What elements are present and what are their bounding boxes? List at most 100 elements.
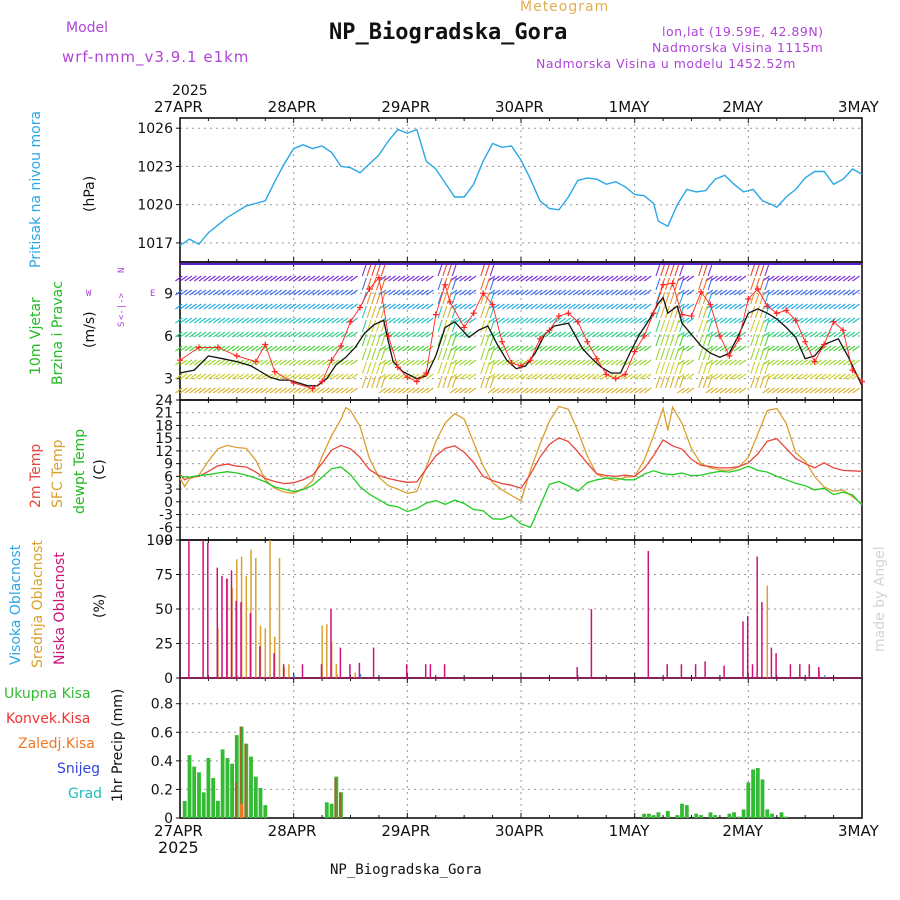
wind-barb xyxy=(501,345,510,352)
wind-barb xyxy=(203,317,212,324)
wind-barb xyxy=(279,387,287,394)
wind-barb xyxy=(814,275,823,282)
wind-barb xyxy=(615,303,624,310)
wind-barb xyxy=(572,387,581,394)
wind-barb xyxy=(624,331,633,338)
wind-barb xyxy=(530,373,538,380)
wind-barb xyxy=(421,289,429,296)
wind-barb xyxy=(250,275,259,282)
wind-barb xyxy=(501,387,510,394)
wind-barb xyxy=(283,359,292,366)
y-tick-label: 9 xyxy=(164,457,173,473)
wind-barb xyxy=(198,275,207,282)
wind-barb xyxy=(610,303,619,310)
wind-barb xyxy=(577,331,586,338)
wind-barb xyxy=(549,289,557,296)
wind-barb xyxy=(189,317,197,324)
wind-barb xyxy=(629,303,638,310)
wind-barb xyxy=(852,331,860,338)
wind-barb xyxy=(179,359,188,366)
wind-barb xyxy=(781,331,789,338)
wind-barb xyxy=(269,331,278,338)
precip-bar xyxy=(339,792,342,818)
precip-bar xyxy=(244,743,247,818)
wind-barb xyxy=(823,331,832,338)
y-tick-label: 0.8 xyxy=(151,697,173,713)
wind-barb xyxy=(307,289,316,296)
wind-barb xyxy=(790,303,799,310)
wind-barb xyxy=(610,331,619,338)
wind-barb xyxy=(442,375,448,389)
wind-barb xyxy=(738,303,747,310)
wind-barb xyxy=(388,317,396,324)
wind-barb xyxy=(222,317,231,324)
wind-barb xyxy=(321,345,330,352)
wind-barb xyxy=(241,359,249,366)
wind-barb xyxy=(236,275,245,282)
wind-barb xyxy=(407,331,415,338)
wind-barb xyxy=(175,373,183,380)
wind-barb xyxy=(655,319,661,333)
wind-barb xyxy=(776,373,785,380)
wind-barb xyxy=(677,387,685,394)
wind-gust-marker xyxy=(679,311,686,318)
wind-barb xyxy=(714,387,723,394)
wind-barb xyxy=(269,289,278,296)
wind-barb xyxy=(489,361,495,375)
wind-barb xyxy=(606,387,614,394)
wind-barb xyxy=(679,361,685,375)
wind-barb xyxy=(279,317,287,324)
wind-barb xyxy=(241,303,249,310)
wind-barb xyxy=(852,303,860,310)
wind-barb xyxy=(568,303,576,310)
wind-barb xyxy=(587,387,595,394)
wind-barb xyxy=(764,375,770,389)
wind-barb xyxy=(520,289,529,296)
wind-barb xyxy=(558,359,567,366)
wind-barb xyxy=(437,291,443,305)
wind-barb xyxy=(823,359,832,366)
wind-barb xyxy=(544,275,553,282)
wind-barb xyxy=(283,331,292,338)
wind-barb xyxy=(274,289,283,296)
wind-barb xyxy=(520,373,529,380)
wind-barb xyxy=(624,345,633,352)
wind-barb xyxy=(738,289,747,296)
wind-barb xyxy=(442,347,448,361)
wind-barb xyxy=(534,275,543,282)
wind-barb xyxy=(785,373,794,380)
wind-barb xyxy=(274,359,283,366)
wind-barb xyxy=(591,289,600,296)
wind-barb xyxy=(442,333,448,347)
wind-barb xyxy=(591,275,600,282)
wind-barb xyxy=(241,345,249,352)
wind-barb xyxy=(790,289,799,296)
wind-barb xyxy=(601,317,609,324)
wind-barb xyxy=(664,347,671,361)
wind-barb xyxy=(421,359,429,366)
wind-barb xyxy=(376,333,382,347)
wind-barb xyxy=(553,331,562,338)
wind-barb xyxy=(655,305,661,319)
wind-barb xyxy=(759,291,765,305)
wind-barb xyxy=(698,277,704,291)
wind-barb xyxy=(380,263,386,277)
wind-barb xyxy=(350,289,358,296)
wind-barb xyxy=(298,317,306,324)
wind-barb xyxy=(411,275,420,282)
wind-barb xyxy=(587,317,595,324)
wind-barb xyxy=(629,331,638,338)
wind-barb xyxy=(525,331,534,338)
wind-barb xyxy=(714,317,723,324)
wind-barb xyxy=(634,359,643,366)
wind-barb xyxy=(785,303,794,310)
wind-barb xyxy=(217,331,226,338)
wind-barb xyxy=(553,289,562,296)
wind-barb xyxy=(539,317,548,324)
y-tick-label: -6 xyxy=(159,520,173,536)
wind-barb xyxy=(345,387,354,394)
wind-barb xyxy=(217,317,226,324)
wind-barb xyxy=(714,331,723,338)
wind-barb xyxy=(361,319,367,333)
